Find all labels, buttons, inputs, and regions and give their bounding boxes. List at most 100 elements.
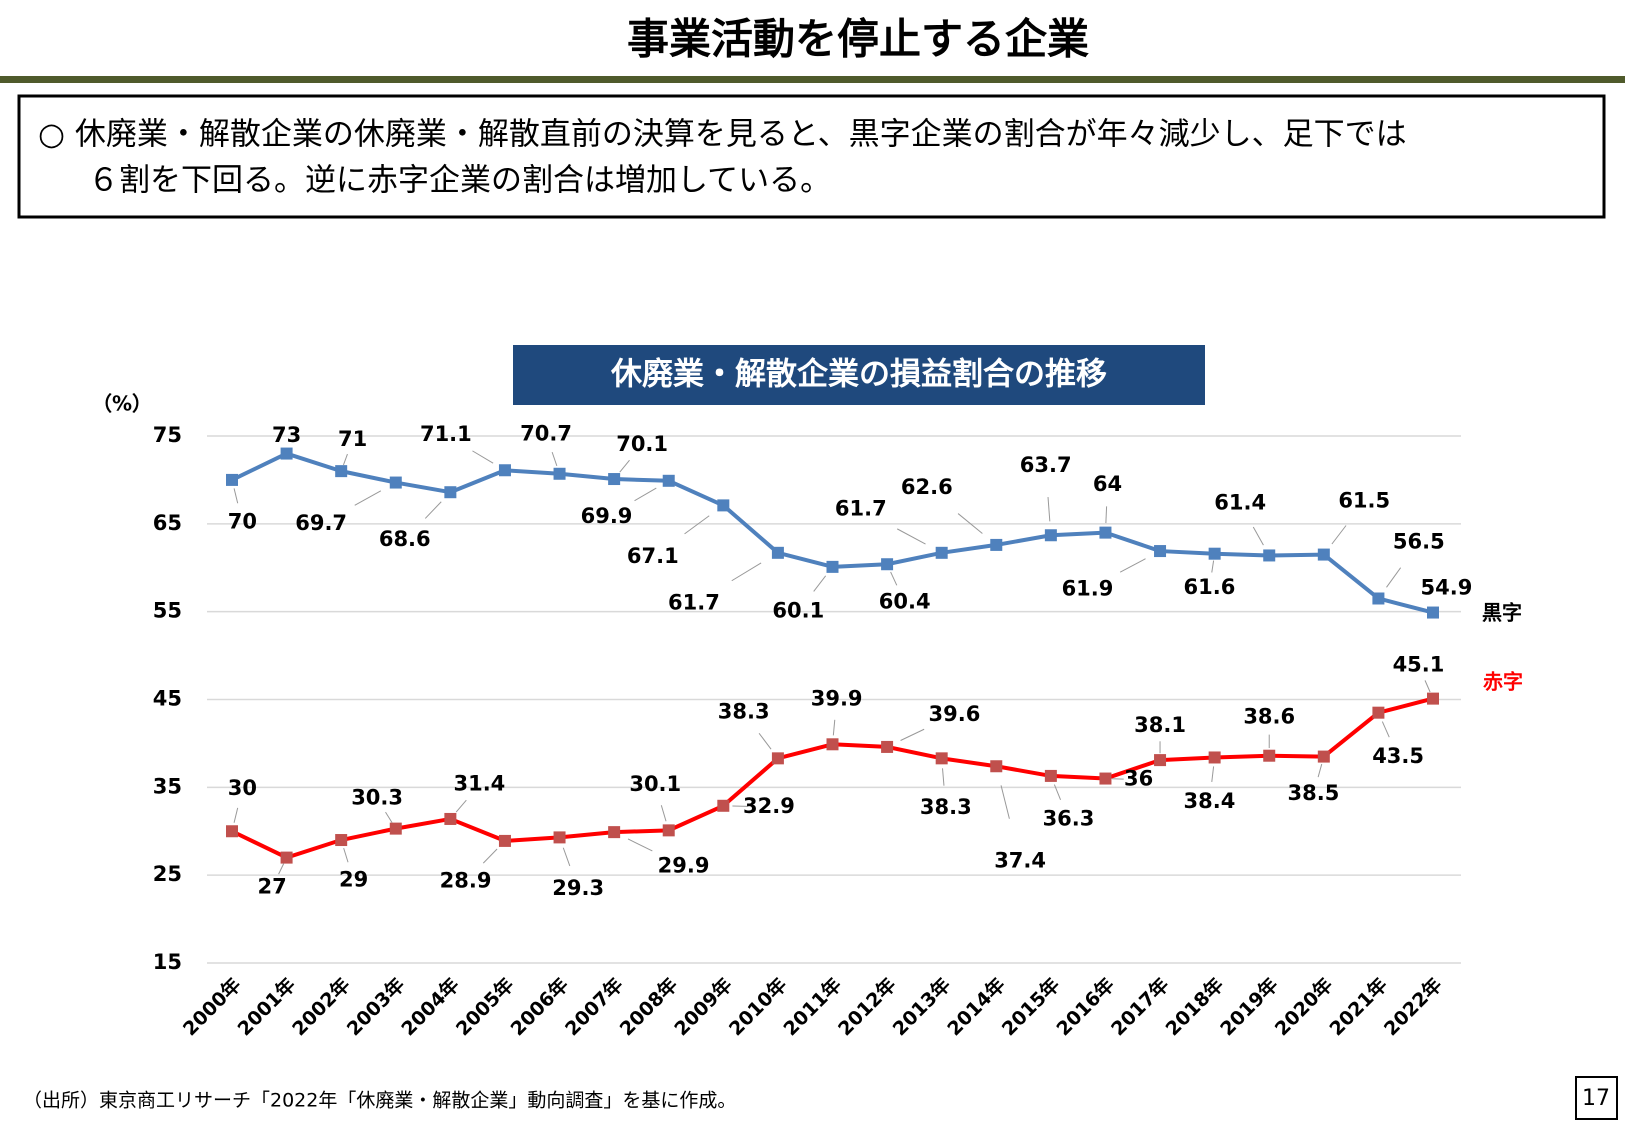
x-tick-label: 2012年 xyxy=(833,973,900,1040)
data-label: 61.7 xyxy=(835,496,887,520)
marker xyxy=(881,558,894,571)
leader-line xyxy=(551,451,558,467)
x-tick-label: 2008年 xyxy=(615,973,682,1040)
leader-line xyxy=(562,847,571,867)
x-tick-label: 2016年 xyxy=(1052,973,1119,1040)
marker xyxy=(389,476,402,489)
y-tick-label: 15 xyxy=(153,950,182,974)
data-label: 61.6 xyxy=(1184,575,1236,599)
x-tick-label: 2019年 xyxy=(1216,973,1283,1040)
leader-line xyxy=(354,490,382,506)
x-tick-label: 2006年 xyxy=(506,973,573,1040)
data-label: 38.1 xyxy=(1134,713,1186,737)
leader-line xyxy=(424,501,442,519)
marker xyxy=(771,752,784,765)
leader-line xyxy=(627,838,653,852)
data-label: 61.4 xyxy=(1214,491,1266,515)
data-label: 70.1 xyxy=(616,432,668,456)
x-tick-label: 2018年 xyxy=(1161,973,1228,1040)
data-label: 38.5 xyxy=(1288,781,1340,805)
marker xyxy=(826,738,839,751)
title-rule xyxy=(0,76,1625,83)
summary-line: ○ 休廃業・解散企業の休廃業・解散直前の決算を見ると、黒字企業の割合が年々減少し… xyxy=(38,117,1407,153)
leader-line xyxy=(832,719,836,736)
leader-line xyxy=(957,513,983,534)
marker xyxy=(444,486,457,499)
data-label: 30.3 xyxy=(351,786,403,810)
leader-line xyxy=(1105,506,1108,524)
data-label: 61.5 xyxy=(1338,489,1390,513)
y-tick-label: 25 xyxy=(153,862,182,886)
data-label: 62.6 xyxy=(901,475,953,499)
marker xyxy=(826,560,839,573)
marker xyxy=(444,812,457,825)
leader-line xyxy=(896,528,926,545)
leader-line xyxy=(233,807,239,823)
summary-line: ６割を下回る。逆に赤字企業の割合は増加している。 xyxy=(88,163,831,199)
marker xyxy=(280,447,293,460)
marker xyxy=(335,465,348,478)
x-tick-label: 2000年 xyxy=(178,973,245,1040)
marker xyxy=(717,799,730,812)
marker xyxy=(935,752,948,765)
data-label: 63.7 xyxy=(1020,453,1072,477)
x-tick-label: 2004年 xyxy=(397,973,464,1040)
page-title: 事業活動を停止する企業 xyxy=(627,15,1089,64)
data-label: 37.4 xyxy=(994,849,1046,873)
marker xyxy=(771,546,784,559)
marker xyxy=(498,464,511,477)
leader-line xyxy=(1119,558,1146,573)
x-tick-label: 2001年 xyxy=(233,973,300,1040)
marker xyxy=(226,825,238,838)
marker xyxy=(280,851,293,864)
y-tick-label: 65 xyxy=(153,511,182,535)
data-label: 38.3 xyxy=(718,700,770,724)
data-label: 38.6 xyxy=(1243,704,1295,728)
marker xyxy=(608,826,621,839)
series-name: 赤字 xyxy=(1483,670,1523,694)
leader-line xyxy=(1331,525,1347,545)
data-label: 70.7 xyxy=(520,421,572,445)
leader-line xyxy=(619,459,630,473)
leader-line xyxy=(343,847,349,863)
data-label: 69.9 xyxy=(581,504,633,528)
leader-line xyxy=(890,571,898,586)
marker xyxy=(1427,692,1439,705)
leader-line xyxy=(758,732,772,750)
leader-line xyxy=(942,768,945,786)
marker xyxy=(1263,549,1276,562)
leader-line xyxy=(1047,497,1051,522)
marker xyxy=(553,467,566,480)
leader-line xyxy=(1252,526,1264,546)
leader-line xyxy=(1053,784,1062,801)
marker xyxy=(1317,548,1330,561)
leader-line xyxy=(342,453,348,466)
data-label: 64 xyxy=(1093,472,1122,496)
marker xyxy=(662,474,675,487)
x-tick-label: 2021年 xyxy=(1325,973,1392,1040)
marker xyxy=(1427,606,1439,619)
data-label: 67.1 xyxy=(627,544,679,568)
leader-line xyxy=(1317,763,1323,778)
data-label: 29 xyxy=(339,867,368,891)
data-label: 68.6 xyxy=(379,527,431,551)
x-tick-label: 2002年 xyxy=(288,973,355,1040)
series-name: 黒字 xyxy=(1482,601,1522,625)
x-tick-label: 2007年 xyxy=(560,973,627,1040)
x-tick-label: 2022年 xyxy=(1379,973,1446,1040)
leader-line xyxy=(1381,721,1390,738)
marker xyxy=(1372,706,1385,719)
marker xyxy=(498,834,511,847)
data-label: 71.1 xyxy=(420,422,472,446)
x-tick-label: 2011年 xyxy=(779,973,846,1040)
data-label: 43.5 xyxy=(1372,744,1424,768)
marker xyxy=(1099,526,1112,539)
data-label: 30.1 xyxy=(629,772,681,796)
leader-line xyxy=(1424,680,1431,693)
data-label: 31.4 xyxy=(453,772,505,796)
marker xyxy=(1154,754,1167,767)
leader-line xyxy=(1386,567,1402,588)
marker xyxy=(990,538,1003,551)
data-label: 39.9 xyxy=(811,687,863,711)
x-tick-label: 2015年 xyxy=(997,973,1064,1040)
